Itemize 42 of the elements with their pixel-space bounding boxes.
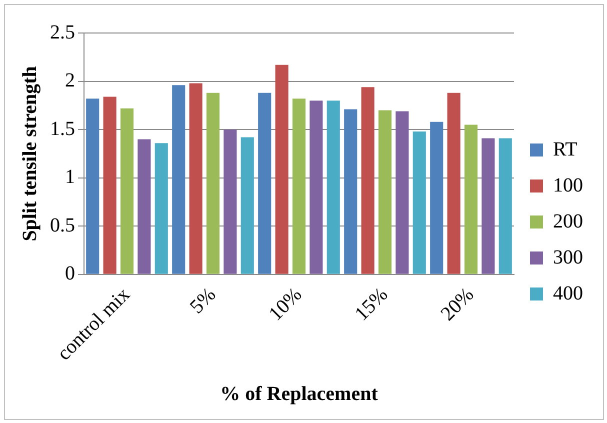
bar [378,110,392,274]
x-tick-label: 20% [436,284,478,326]
y-axis-title: Split tensile strength [19,66,42,242]
bar [172,85,186,274]
bar [154,143,168,274]
bar [344,109,358,274]
bar [430,122,444,274]
x-tick-label: 5% [186,284,220,318]
bar [120,108,134,274]
y-tick-label: 1.5 [50,118,75,140]
bar [292,98,306,274]
bar [206,92,220,274]
y-tick-label: 0 [65,262,75,285]
legend-label: 200 [553,210,583,232]
bar [240,137,254,274]
bar [361,87,374,274]
legend-label: 100 [553,174,583,196]
bar [86,98,100,274]
bar [498,138,512,274]
bar [189,83,202,274]
bar [310,100,323,274]
bar [464,124,478,274]
y-tick-label: 1 [65,166,75,188]
bar [275,64,288,274]
legend-label: RT [553,138,578,160]
bar [103,96,116,274]
bar [258,92,272,274]
bar [326,100,340,274]
x-tick-label: 15% [350,284,392,326]
bar [396,111,409,274]
bar [224,130,237,274]
bar [482,138,495,274]
bar [138,139,151,274]
y-tick-label: 0.5 [50,214,75,236]
y-tick-label: 2.5 [50,21,75,44]
x-tick-label: 10% [264,284,306,326]
x-axis-title: % of Replacement [220,383,378,406]
bar [412,132,426,274]
y-tick-label: 2 [65,70,75,92]
legend-label: 300 [553,246,583,268]
legend-label: 400 [553,282,583,304]
bar [447,92,460,274]
